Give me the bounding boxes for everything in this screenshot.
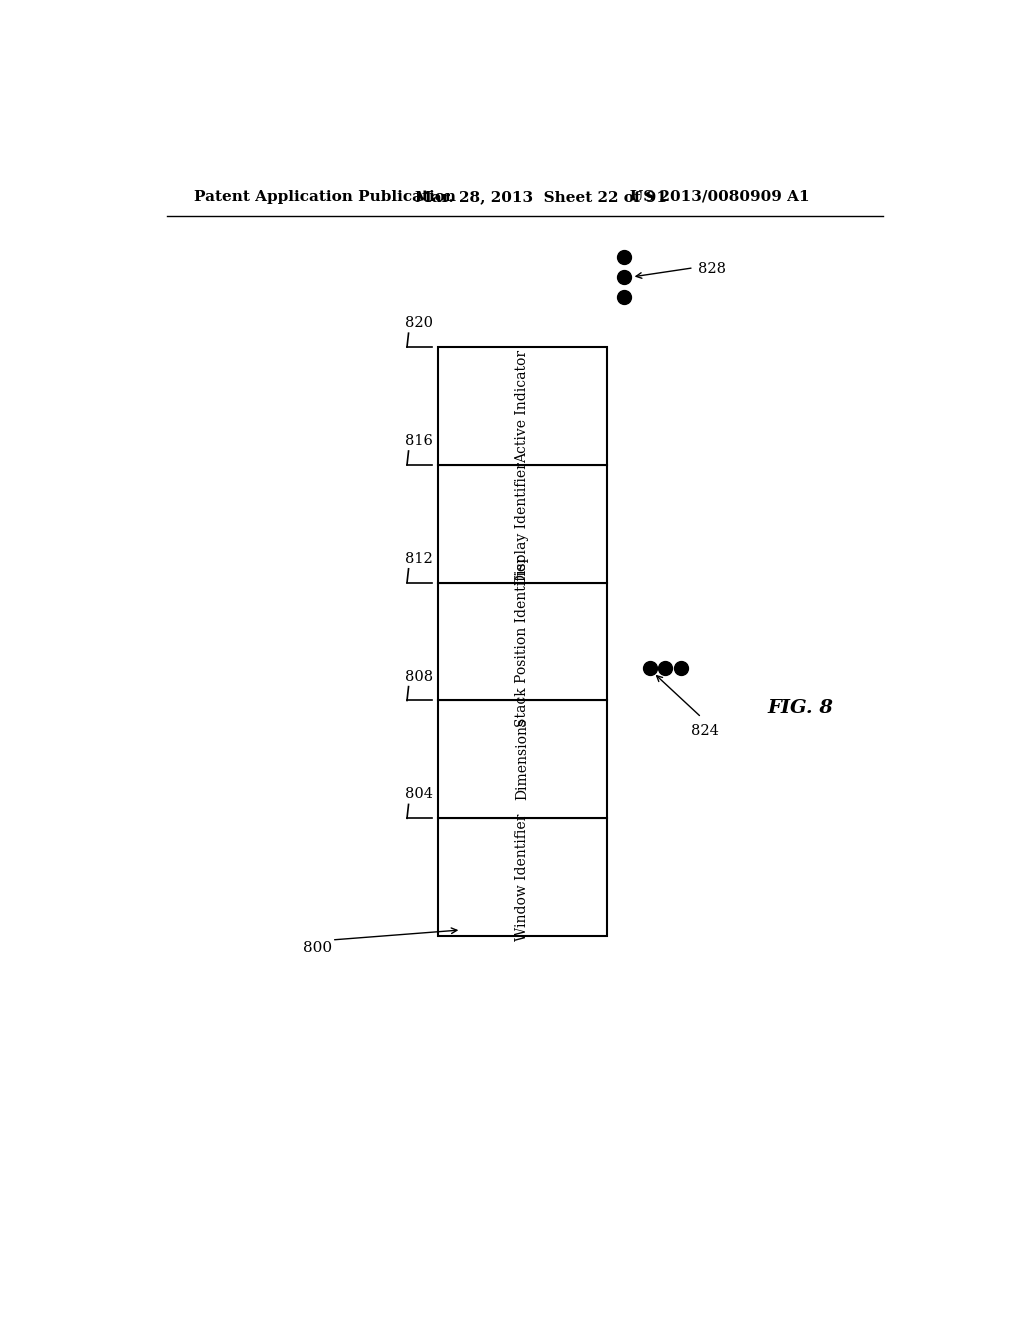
Text: Dimensions: Dimensions [515, 718, 529, 800]
Bar [438, 465, 607, 582]
Text: Stack Position Identifier: Stack Position Identifier [515, 556, 529, 727]
Text: 800: 800 [303, 941, 333, 954]
Text: 808: 808 [404, 669, 433, 684]
Bar [438, 818, 607, 936]
Bar [438, 582, 607, 701]
Text: 816: 816 [404, 434, 432, 447]
Text: Active Indicator: Active Indicator [515, 350, 529, 462]
Text: 824: 824 [691, 723, 719, 738]
Text: 820: 820 [404, 315, 433, 330]
Text: US 2013/0080909 A1: US 2013/0080909 A1 [630, 190, 810, 203]
Bar [438, 701, 607, 818]
Text: FIG. 8: FIG. 8 [767, 700, 834, 717]
Text: Mar. 28, 2013  Sheet 22 of 91: Mar. 28, 2013 Sheet 22 of 91 [415, 190, 667, 203]
Text: 812: 812 [404, 552, 432, 566]
Text: 804: 804 [404, 787, 433, 801]
Text: Display Identifier: Display Identifier [515, 462, 529, 585]
Text: Window Identifier: Window Identifier [515, 813, 529, 941]
Bar [438, 347, 607, 465]
Text: 828: 828 [697, 263, 726, 276]
Text: Patent Application Publication: Patent Application Publication [194, 190, 456, 203]
